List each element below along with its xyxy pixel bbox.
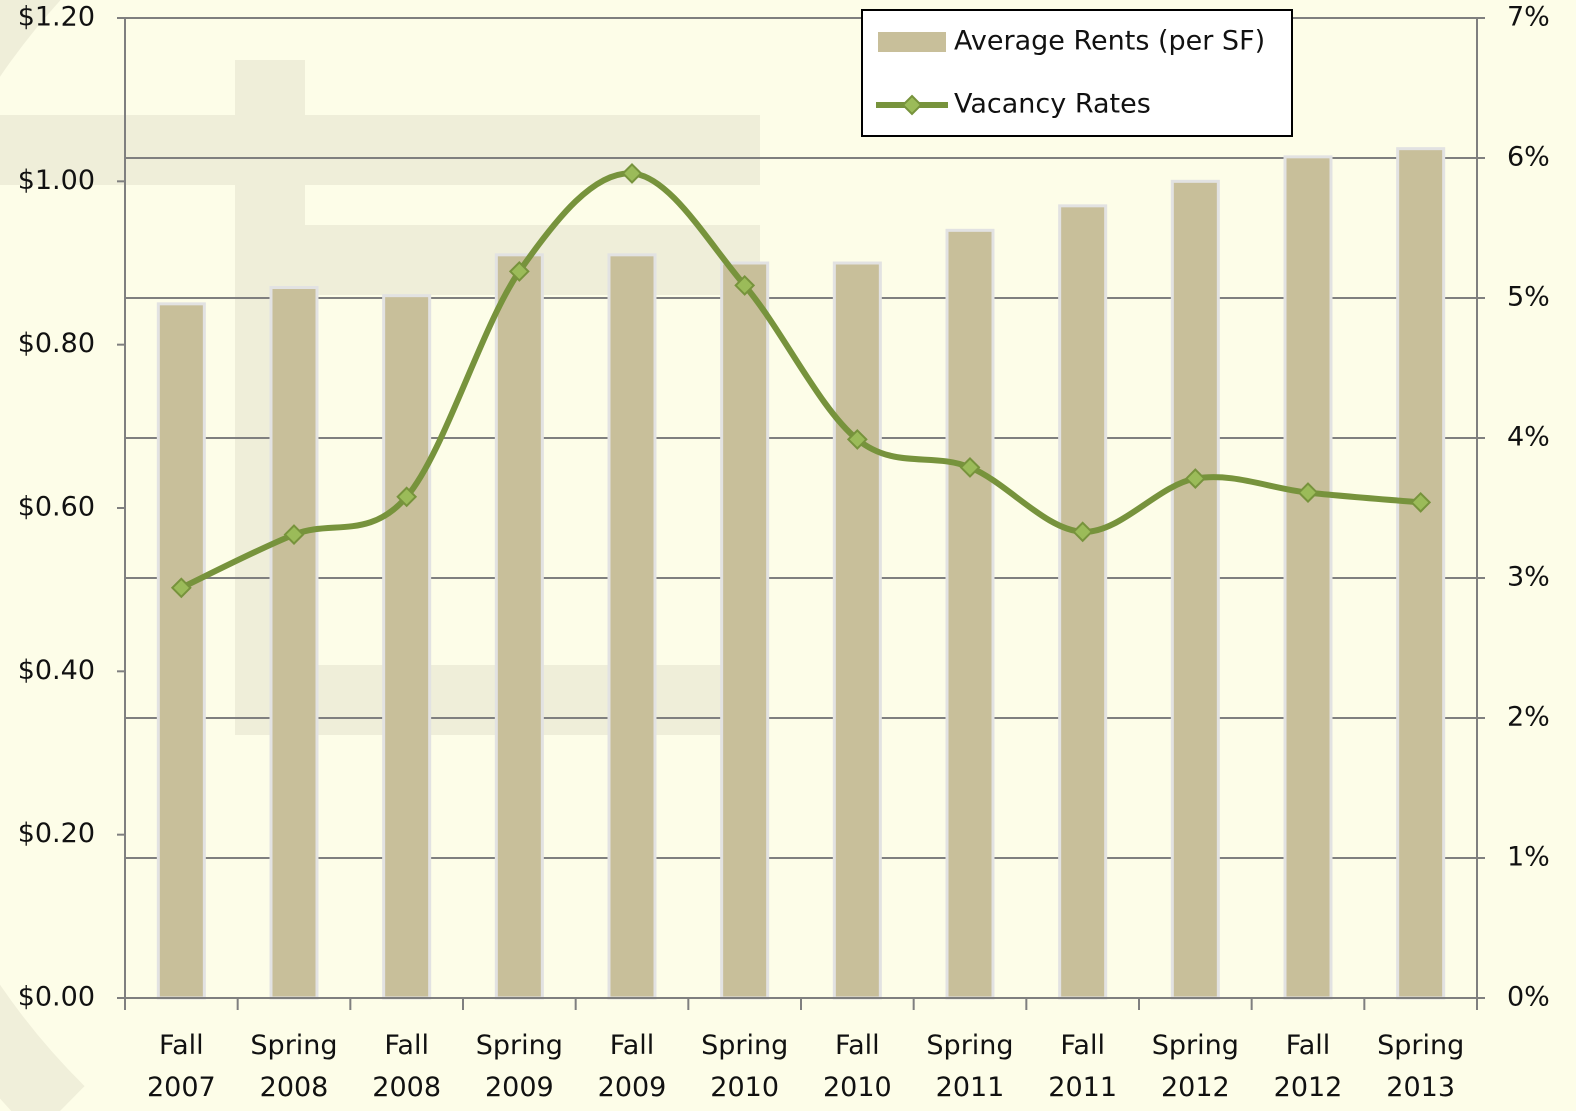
marker [283, 524, 305, 546]
marker [1297, 482, 1319, 504]
y2-tick-label: 0% [1507, 982, 1550, 1013]
y-tick-label: $0.40 [18, 655, 95, 686]
marker [396, 486, 418, 508]
y2-tick-label: 6% [1507, 142, 1550, 173]
bar [832, 261, 882, 1000]
y2-tick-label: 2% [1507, 702, 1550, 733]
bar [607, 253, 657, 1000]
marker [1184, 468, 1206, 490]
bar [720, 261, 770, 1000]
marker [170, 577, 192, 599]
x-tick-label: Spring 2009 [476, 1030, 563, 1103]
y-tick-label: $0.60 [18, 492, 95, 523]
marker [846, 428, 868, 450]
x-tick-label: Spring 2011 [926, 1030, 1013, 1103]
bar [269, 286, 319, 1000]
marker [621, 162, 643, 184]
bar [1170, 179, 1220, 1000]
legend-box [861, 9, 1293, 137]
y-tick-label: $0.00 [18, 982, 95, 1013]
y2-tick-label: 3% [1507, 562, 1550, 593]
bar [382, 294, 432, 1000]
y2-tick-label: 1% [1507, 842, 1550, 873]
marker [1410, 491, 1432, 513]
x-tick-label: Fall 2008 [372, 1030, 441, 1103]
bar [1396, 147, 1446, 1000]
x-tick-label: Spring 2008 [250, 1030, 337, 1103]
marker [734, 274, 756, 296]
y-tick-label: $0.20 [18, 818, 95, 849]
y-tick-label: $1.20 [18, 2, 95, 33]
y-tick-label: $0.80 [18, 328, 95, 359]
marker [508, 260, 530, 282]
bar [945, 228, 995, 1000]
x-tick-label: Fall 2012 [1274, 1030, 1343, 1103]
x-tick-label: Spring 2010 [701, 1030, 788, 1103]
x-tick-label: Fall 2007 [147, 1030, 216, 1103]
legend-marker [901, 94, 923, 116]
y-tick-label: $1.00 [18, 165, 95, 196]
legend-label: Average Rents (per SF) [954, 26, 1265, 57]
bar [1283, 155, 1333, 1000]
x-tick-label: Spring 2013 [1377, 1030, 1464, 1103]
legend-label: Vacancy Rates [954, 89, 1151, 120]
x-tick-label: Fall 2011 [1048, 1030, 1117, 1103]
marker [959, 456, 981, 478]
marker [1072, 521, 1094, 543]
x-tick-label: Fall 2009 [598, 1030, 667, 1103]
y2-tick-label: 4% [1507, 422, 1550, 453]
legend-swatch [878, 32, 946, 52]
bar [494, 253, 544, 1000]
y2-tick-label: 7% [1507, 2, 1550, 33]
bar [1058, 204, 1108, 1000]
y2-tick-label: 5% [1507, 282, 1550, 313]
bar [156, 302, 206, 1000]
x-tick-label: Fall 2010 [823, 1030, 892, 1103]
x-tick-label: Spring 2012 [1152, 1030, 1239, 1103]
